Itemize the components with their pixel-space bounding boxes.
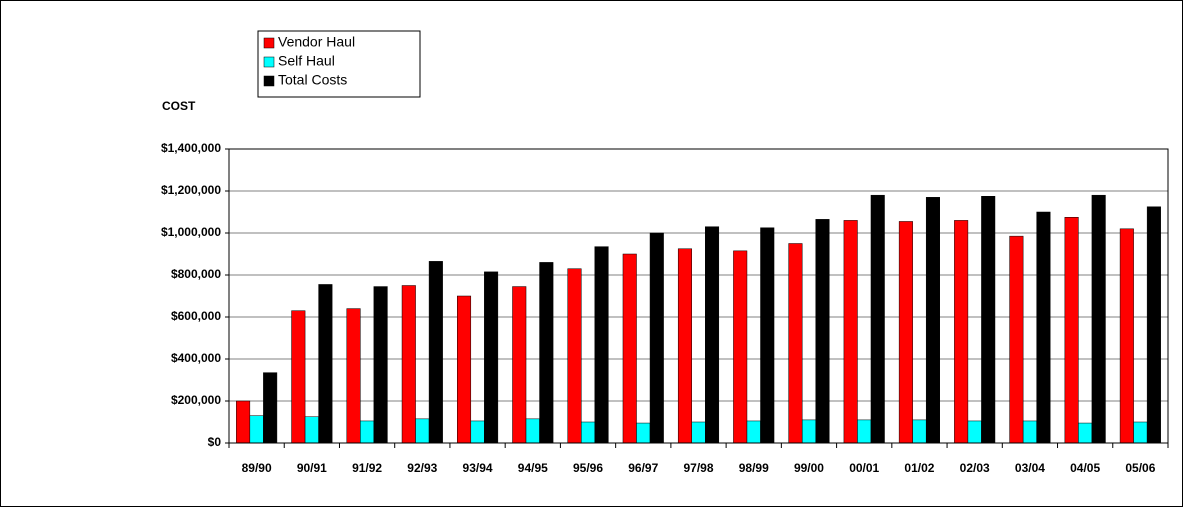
y-tick-label: $400,000 xyxy=(171,351,221,365)
bar xyxy=(525,418,540,444)
bar xyxy=(649,232,664,444)
x-tick-label: 91/92 xyxy=(352,461,382,475)
bar xyxy=(857,419,872,444)
bar xyxy=(291,310,306,444)
legend-label: Total Costs xyxy=(278,72,347,88)
bar xyxy=(622,253,637,444)
bar xyxy=(1119,228,1134,444)
y-tick-label: $200,000 xyxy=(171,393,221,407)
bar xyxy=(691,421,706,444)
legend-label: Self Haul xyxy=(278,53,335,69)
bar xyxy=(1133,421,1148,444)
bar xyxy=(457,295,472,444)
x-tick-label: 89/90 xyxy=(242,461,272,475)
bar xyxy=(401,285,416,444)
bar xyxy=(1091,194,1106,444)
bar xyxy=(512,286,527,444)
bar xyxy=(636,422,651,444)
x-tick-label: 01/02 xyxy=(904,461,934,475)
x-tick-label: 04/05 xyxy=(1070,461,1100,475)
bar xyxy=(1036,211,1051,444)
y-axis-label: COST xyxy=(162,99,196,113)
bar xyxy=(1078,422,1093,444)
bar xyxy=(1064,217,1079,444)
legend-swatch xyxy=(263,75,275,87)
x-tick-label: 00/01 xyxy=(849,461,879,475)
bar xyxy=(788,243,803,444)
bar xyxy=(346,308,361,444)
y-tick-label: $1,200,000 xyxy=(161,183,221,197)
legend-swatch xyxy=(263,56,275,68)
legend-box xyxy=(257,30,421,98)
bar xyxy=(705,226,720,444)
bar xyxy=(1009,235,1024,444)
bar xyxy=(373,286,388,444)
x-tick-label: 92/93 xyxy=(407,461,437,475)
x-tick-label: 97/98 xyxy=(683,461,713,475)
bar xyxy=(677,248,692,444)
x-tick-label: 94/95 xyxy=(518,461,548,475)
bar xyxy=(360,420,375,444)
bar xyxy=(470,420,485,444)
x-tick-label: 95/96 xyxy=(573,461,603,475)
legend-swatch xyxy=(263,37,275,49)
bar xyxy=(746,420,761,444)
bar xyxy=(236,400,251,444)
bar xyxy=(428,261,443,444)
bar xyxy=(843,220,858,444)
bar xyxy=(967,420,982,444)
bar xyxy=(249,415,264,444)
plot-border xyxy=(228,148,1169,444)
bar xyxy=(733,250,748,444)
bar xyxy=(415,418,430,444)
x-tick-label: 96/97 xyxy=(628,461,658,475)
plot-area xyxy=(229,149,1168,443)
bar xyxy=(925,197,940,444)
x-tick-label: 93/94 xyxy=(463,461,493,475)
bar xyxy=(815,219,830,444)
bar xyxy=(981,196,996,444)
bar xyxy=(484,271,499,444)
bar xyxy=(760,227,775,444)
x-tick-label: 03/04 xyxy=(1015,461,1045,475)
x-tick-label: 98/99 xyxy=(739,461,769,475)
y-tick-label: $600,000 xyxy=(171,309,221,323)
x-tick-label: 90/91 xyxy=(297,461,327,475)
y-tick-label: $0 xyxy=(208,435,222,449)
bar xyxy=(1146,206,1161,444)
legend-label: Vendor Haul xyxy=(278,34,355,50)
bar xyxy=(870,194,885,444)
bar xyxy=(1022,420,1037,444)
bar xyxy=(801,419,816,444)
bar xyxy=(304,416,319,444)
bar xyxy=(912,419,927,444)
x-tick-label: 99/00 xyxy=(794,461,824,475)
bar xyxy=(318,284,333,444)
bar xyxy=(594,246,609,444)
y-tick-label: $1,400,000 xyxy=(161,141,221,155)
x-tick-label: 05/06 xyxy=(1125,461,1155,475)
bar xyxy=(581,421,596,444)
bar xyxy=(567,268,582,444)
y-tick-label: $800,000 xyxy=(171,267,221,281)
x-tick-label: 02/03 xyxy=(960,461,990,475)
bar xyxy=(898,221,913,444)
bar xyxy=(263,372,278,444)
y-tick-label: $1,000,000 xyxy=(161,225,221,239)
bar xyxy=(954,220,969,444)
bar xyxy=(539,262,554,444)
